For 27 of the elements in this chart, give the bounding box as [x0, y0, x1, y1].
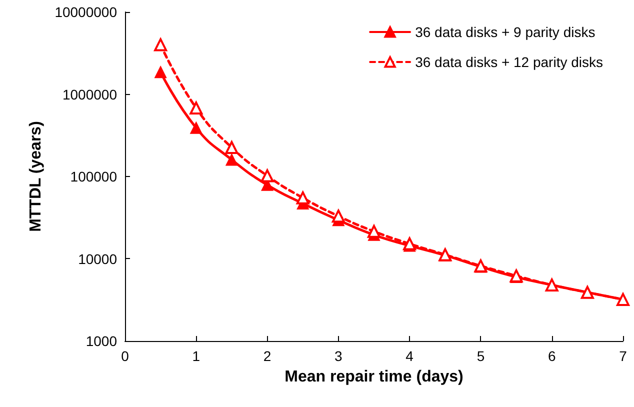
x-tick-label: 0	[121, 348, 130, 364]
y-tick-label: 100000	[70, 168, 118, 184]
y-tick-label: 1000	[86, 333, 118, 349]
x-tick-label: 6	[548, 348, 556, 364]
x-axis-title: Mean repair time (days)	[284, 368, 464, 386]
y-tick-label: 10000	[78, 250, 118, 267]
point	[154, 66, 167, 78]
x-tick-label: 5	[476, 348, 485, 364]
x-tick-label: 4	[406, 348, 414, 364]
point	[296, 191, 310, 204]
point	[260, 169, 274, 182]
point	[154, 38, 168, 52]
point	[190, 102, 203, 115]
legend-label: 36 data disks + 12 parity disks	[415, 54, 604, 70]
x-tick-label: 3	[334, 348, 343, 364]
legend-label: 36 data disks + 9 parity disks	[415, 24, 596, 40]
x-tick-label: 2	[263, 348, 272, 364]
y-tick-label: 1000000	[62, 86, 118, 102]
point	[225, 141, 238, 154]
x-tick-label: 7	[619, 348, 628, 364]
point	[190, 122, 202, 134]
point	[226, 154, 238, 166]
y-axis-title: MTTDL (years)	[27, 121, 44, 232]
point	[332, 210, 345, 223]
y-tick-label: 10000000	[54, 4, 118, 20]
x-tick-label: 1	[192, 348, 200, 364]
point	[368, 224, 380, 238]
